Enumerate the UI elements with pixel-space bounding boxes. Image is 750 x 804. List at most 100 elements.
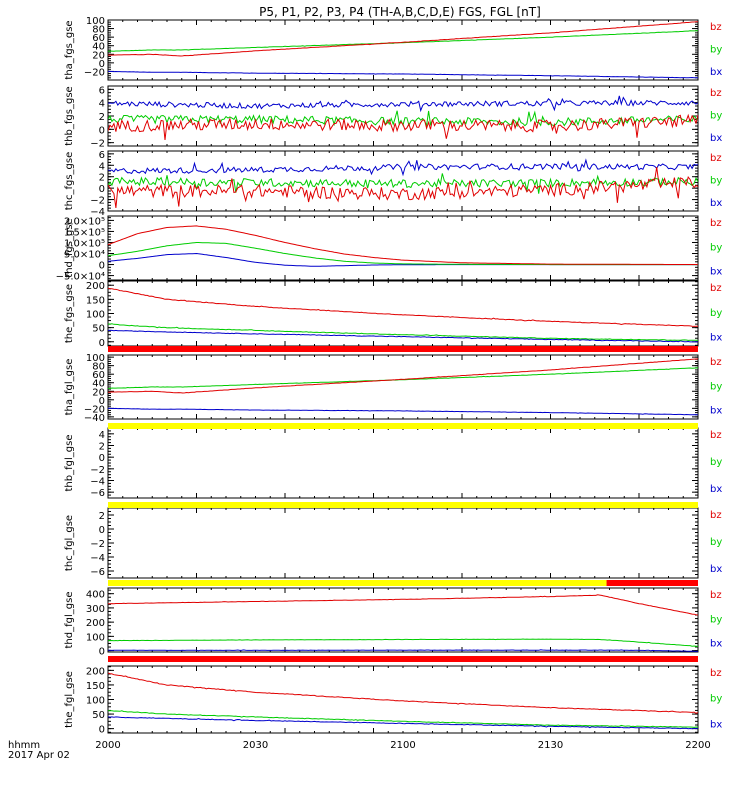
y-tick-label: 50 [92,710,105,721]
series-bz-line [108,358,698,394]
panel-frame [107,507,699,579]
y-tick-label: 20 [92,50,105,61]
legend-by: by [710,45,722,56]
y-tick-label: 60 [92,370,105,381]
panel-the_fgl_gse: 200 150 100 50 0 the_fgl_gse bz by bx [64,665,722,736]
y-axis-label: thc_fgs_gse [64,152,75,211]
series-by-line [108,638,698,647]
legend-by: by [710,694,722,705]
y-tick-label: −5.0×10⁴ [56,272,105,283]
legend-bz: bz [710,22,722,33]
y-tick-label: 200 [86,281,105,292]
y-tick-label: −6 [90,488,105,499]
legend-by: by [710,381,722,392]
panel-frame [107,85,699,147]
series-bx-line [108,158,698,177]
panel-thb_fgs_gse: 6 4 2 0 −2 thb_fgs_gse bz by bx [64,85,722,149]
legend-bx: bx [710,333,722,344]
y-tick-label: 20 [92,387,105,398]
panel-thc_fgl_gse: 2 0 −2 −4 −6 thc_fgl_gse bz by bx [64,507,722,579]
y-tick-label: 100 [86,353,105,364]
y-tick-label: −4 [90,477,105,488]
y-tick-label: 0 [99,261,105,272]
y-axis-label: the_fgs_gse [64,284,75,343]
legend-bx: bx [710,639,722,650]
y-tick-label: −2 [90,139,105,150]
series-bx-line [108,70,698,79]
y-tick-label: −40 [84,413,105,424]
y-tick-label: 80 [92,362,105,373]
legend-bx: bx [710,133,722,144]
legend-bx: bx [710,67,722,78]
y-axis-label: thb_fgs_gse [64,86,75,145]
series-by-line [108,173,698,194]
series-by-line [108,110,698,128]
y-tick-label: −20 [84,67,105,78]
legend-by: by [710,537,722,548]
series-bx-line [108,329,698,343]
series-bz-line [108,672,698,714]
y-tick-label: −4 [90,207,105,218]
y-tick-label: 4 [99,430,105,441]
status-bar-segment [108,656,698,662]
series-bz-line [108,167,698,208]
y-tick-label: 2.0×10⁵ [64,216,105,227]
series-bz-line [108,594,698,616]
y-tick-label: 100 [86,632,105,643]
series-by-line [108,30,698,52]
y-axis-label: thb_fgl_gse [64,435,75,492]
y-tick-label: −20 [84,404,105,415]
legend-bx: bx [710,406,722,417]
y-tick-label: −4 [90,553,105,564]
legend-bz: bz [710,510,722,521]
y-tick-label: 4 [99,161,105,172]
y-tick-label: 400 [86,590,105,601]
series-bz-line [108,225,698,266]
y-tick-label: 0 [99,647,105,658]
y-tick-label: −6 [90,567,105,578]
y-tick-label: 5.0×10⁴ [64,250,105,261]
y-tick-label: 0 [99,184,105,195]
y-tick-label: −2 [90,465,105,476]
y-axis-label: the_fgl_gse [64,671,75,728]
y-tick-label: −2 [90,196,105,207]
y-tick-label: 100 [86,310,105,321]
y-tick-label: 60 [92,33,105,44]
legend-bx: bx [710,198,722,209]
legend-bz: bz [710,668,722,679]
series-bx-line [108,716,698,730]
status-bar-segment [108,346,698,352]
y-tick-label: 2 [99,511,105,522]
x-tick-label: 2200 [685,740,710,751]
y-tick-label: 0 [99,338,105,349]
y-axis-label: thd_fgl_gse [64,592,75,649]
x-tick-label: 2000 [95,740,120,751]
series-bz-line [108,113,698,141]
y-tick-label: 1.0×10⁵ [64,238,105,249]
y-tick-label: 50 [92,324,105,335]
legend-bz: bz [710,430,722,441]
panel-the_fgs_gse: 200 150 100 50 0 the_fgs_gse bz by bx [64,280,722,349]
y-tick-label: 40 [92,42,105,53]
series-bz-line [108,287,698,327]
y-tick-label: −2 [90,539,105,550]
panel-thd_fgs_gse: 2.0×10⁵1.5×10⁵1.0×10⁵5.0×10⁴0−5.0×10⁴thd… [56,215,722,283]
y-tick-label: 100 [86,16,105,27]
y-tick-label: 200 [86,618,105,629]
y-tick-label: 80 [92,25,105,36]
status-bar-segment [108,580,607,586]
status-bar-segment [606,580,698,586]
legend-by: by [710,457,722,468]
legend-bx: bx [710,564,722,575]
legend-bz: bz [710,153,722,164]
legend-bz: bz [710,218,722,229]
x-tick-label: 2030 [243,740,268,751]
panel-thd_fgl_gse: 400 300 200 100 0 thd_fgl_gse bz by bx [64,587,722,658]
y-tick-label: 6 [99,150,105,161]
y-tick-label: 150 [86,681,105,692]
y-tick-label: 150 [86,295,105,306]
